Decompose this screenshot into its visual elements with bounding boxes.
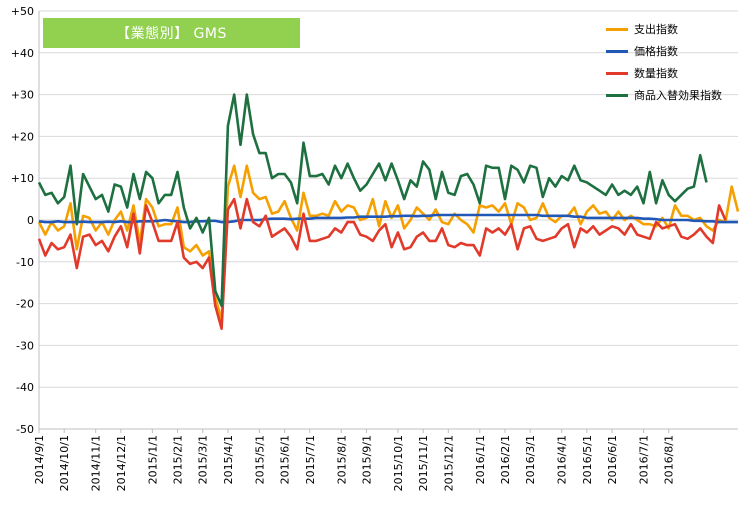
y-tick-label: +40 (11, 47, 34, 60)
x-tick-label: 2016/7/1 (638, 435, 651, 484)
y-tick-label: -20 (16, 298, 34, 311)
x-tick-label: 2015/12/1 (442, 435, 455, 491)
y-tick-label: 0 (27, 214, 34, 227)
x-tick-label: 2015/5/1 (253, 435, 266, 484)
y-tick-label: -40 (16, 381, 34, 394)
series-line-spending (37, 164, 740, 322)
x-tick-label: 2015/1/1 (146, 435, 159, 484)
x-tick-label: 2016/1/1 (474, 435, 487, 484)
legend-label-spending: 支出指数 (634, 23, 678, 36)
x-tick-label: 2015/3/1 (197, 435, 210, 484)
series-line-quantity (37, 197, 727, 331)
legend-swatch-quantity (606, 71, 628, 75)
x-tick-label: 2015/8/1 (335, 435, 348, 484)
x-tick-label: 2016/6/1 (606, 435, 619, 484)
legend-label-replacement: 商品入替効果指数 (634, 89, 722, 102)
x-tick-label: 2015/2/1 (172, 435, 185, 484)
x-tick-label: 2016/8/1 (663, 435, 676, 484)
chart-title: 【業態別】 GMS (43, 18, 300, 48)
legend-swatch-spending (606, 27, 628, 31)
x-tick-label: 2015/6/1 (279, 435, 292, 484)
x-tick-label: 2015/10/1 (392, 435, 405, 491)
legend-item-replacement: 商品入替効果指数 (606, 84, 722, 106)
chart-legend: 支出指数 価格指数 数量指数 商品入替効果指数 (606, 18, 722, 106)
chart-title-text: 【業態別】 GMS (116, 26, 227, 42)
y-tick-label: +30 (11, 89, 34, 102)
y-tick-label: +50 (11, 5, 34, 18)
series-line-price (38, 213, 738, 224)
x-tick-label: 2014/11/1 (90, 435, 103, 491)
y-tick-label: -50 (16, 423, 34, 436)
x-tick-label: 2015/9/1 (360, 435, 373, 484)
x-tick-label: 2014/12/1 (115, 435, 128, 491)
x-tick-label: 2016/4/1 (556, 435, 569, 484)
legend-item-price: 価格指数 (606, 40, 722, 62)
y-tick-label: +10 (11, 172, 34, 185)
x-tick-label: 2014/9/1 (33, 435, 46, 484)
x-tick-label: 2015/11/1 (417, 435, 430, 491)
y-tick-label: -10 (16, 256, 34, 269)
legend-label-quantity: 数量指数 (634, 67, 678, 80)
series-line-replacement (37, 93, 708, 308)
x-tick-label: 2015/4/1 (222, 435, 235, 484)
x-tick-label: 2016/2/1 (499, 435, 512, 484)
y-tick-label: +20 (11, 130, 34, 143)
x-tick-label: 2015/7/1 (304, 435, 317, 484)
x-tick-label: 2014/10/1 (58, 435, 71, 491)
x-tick-label: 2016/3/1 (524, 435, 537, 484)
legend-label-price: 価格指数 (634, 45, 678, 58)
x-tick-label: 2016/5/1 (581, 435, 594, 484)
legend-item-quantity: 数量指数 (606, 62, 722, 84)
y-tick-label: -30 (16, 339, 34, 352)
legend-swatch-price (606, 49, 628, 53)
legend-item-spending: 支出指数 (606, 18, 722, 40)
legend-swatch-replacement (606, 93, 628, 97)
